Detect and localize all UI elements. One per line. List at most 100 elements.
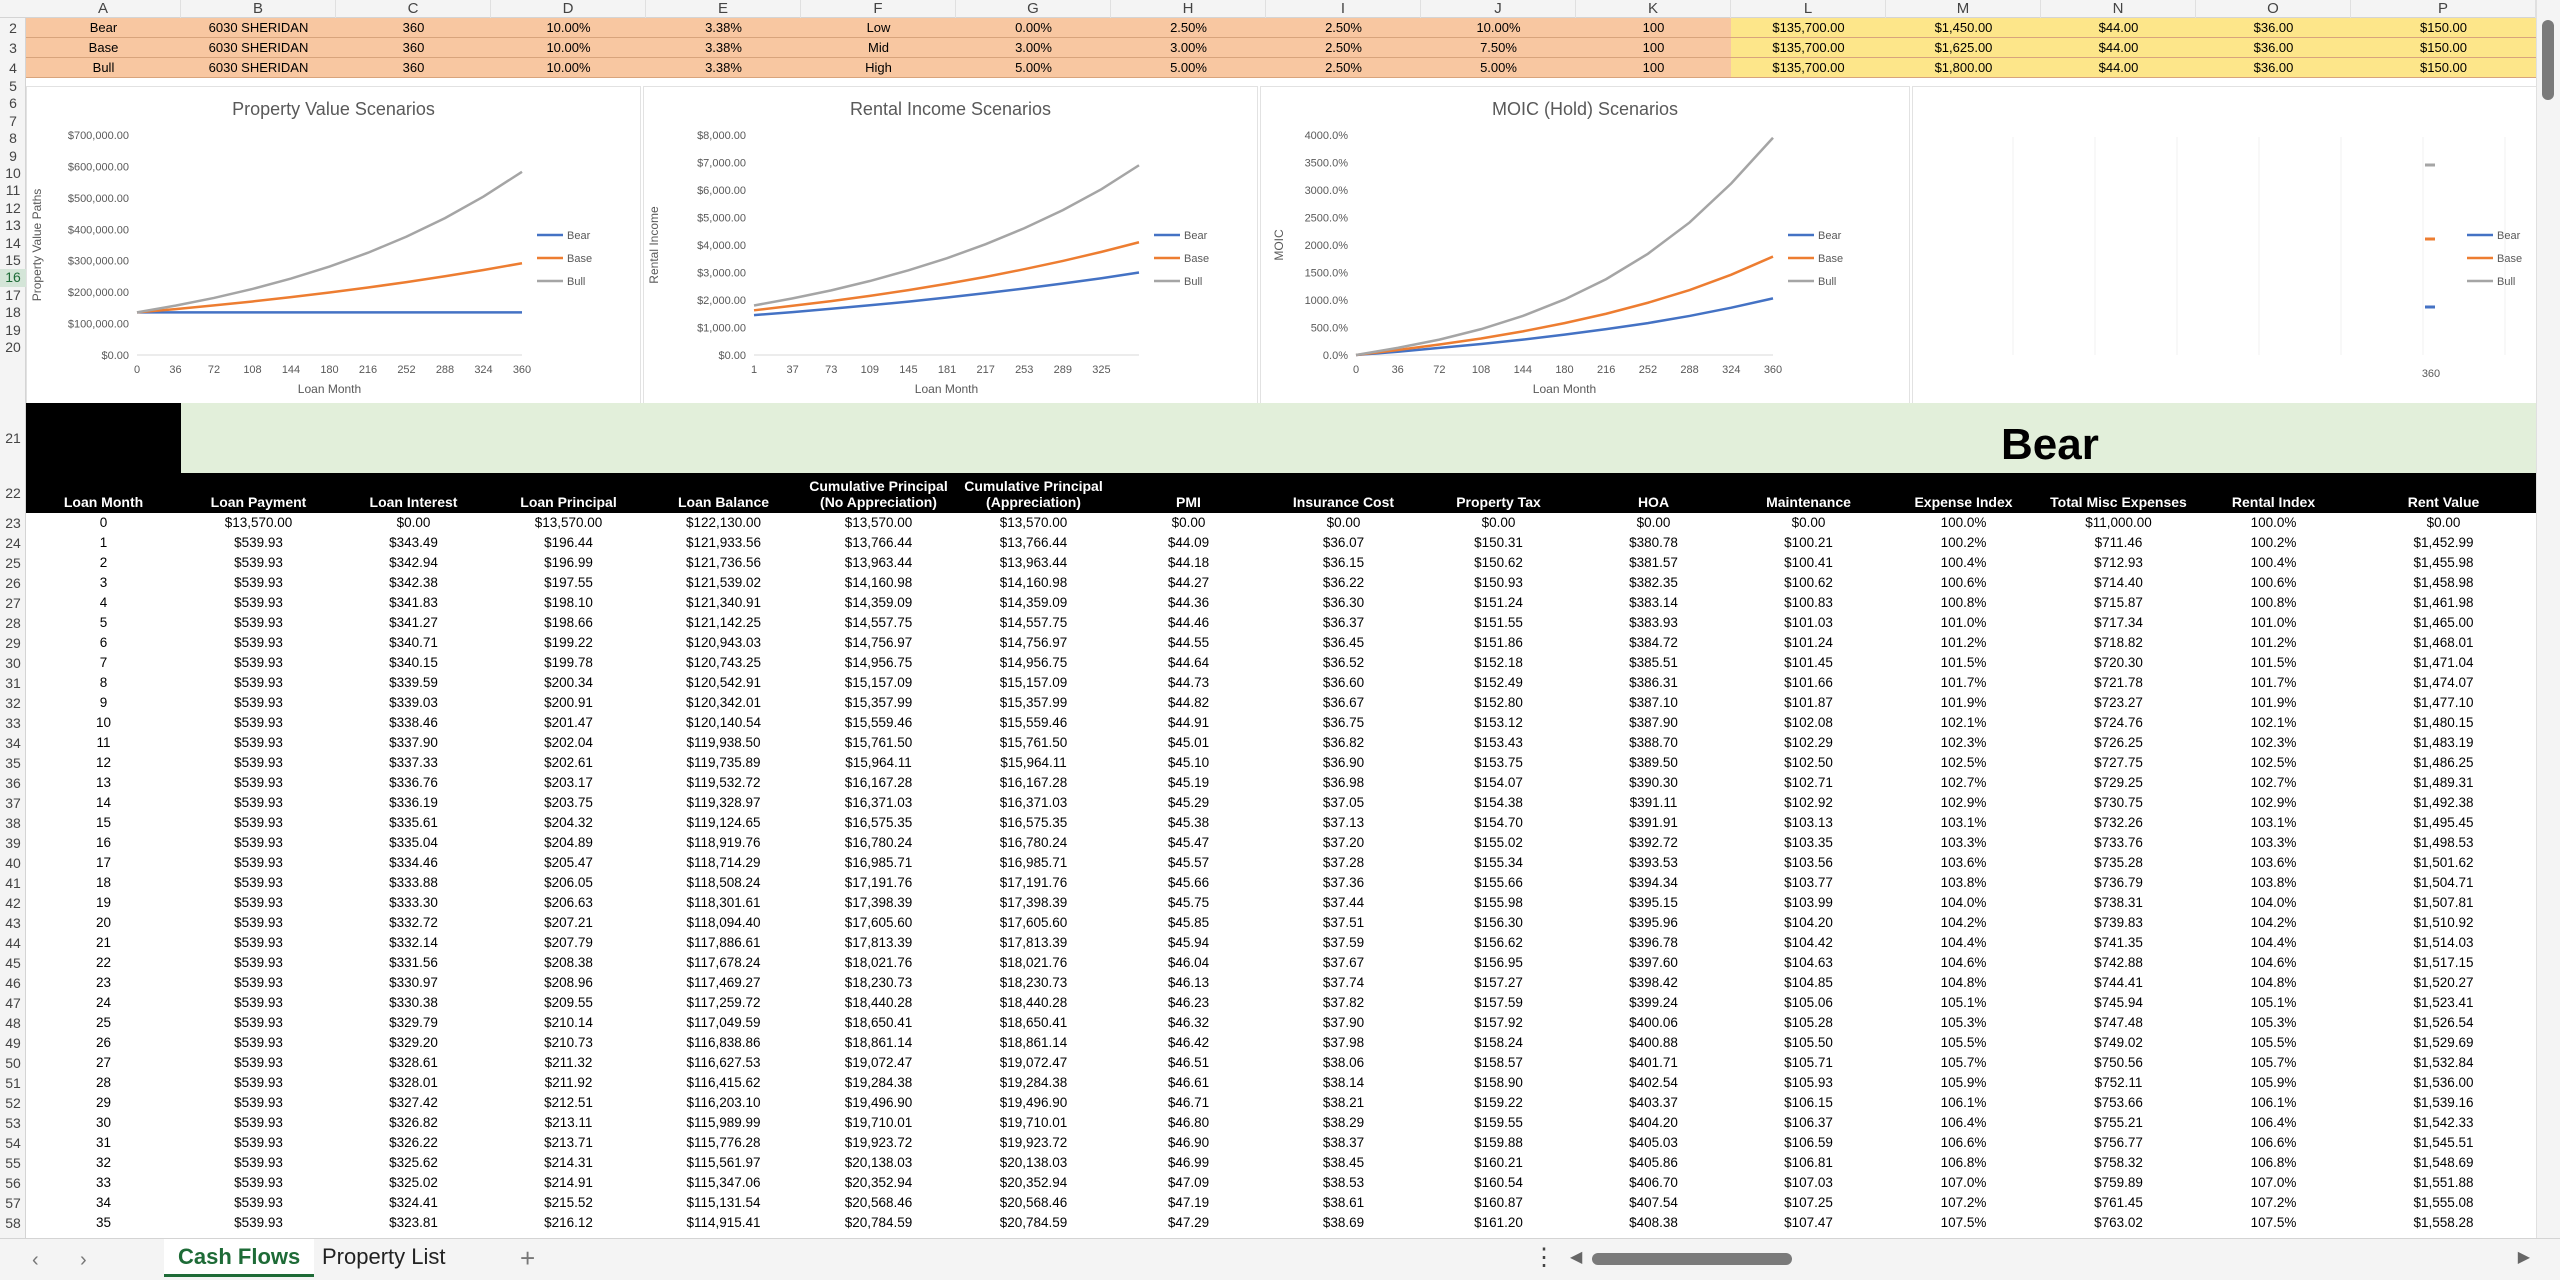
table-cell[interactable]: 22 bbox=[95, 955, 112, 970]
table-cell[interactable]: $1,455.98 bbox=[2413, 555, 2474, 570]
tab-cash-flows[interactable]: Cash Flows bbox=[164, 1239, 315, 1277]
table-cell[interactable]: $333.30 bbox=[389, 895, 438, 910]
table-cell[interactable]: $539.93 bbox=[234, 715, 283, 730]
table-cell[interactable]: $406.70 bbox=[1629, 1175, 1678, 1190]
scenario-cell[interactable]: 10.00% bbox=[1421, 18, 1576, 38]
row-header-57[interactable]: 57 bbox=[5, 1195, 21, 1211]
table-cell[interactable]: $106.59 bbox=[1784, 1135, 1833, 1150]
table-cell[interactable]: $37.28 bbox=[1322, 855, 1365, 870]
table-cell[interactable]: $36.22 bbox=[1322, 575, 1365, 590]
table-cell[interactable]: $19,496.90 bbox=[999, 1095, 1068, 1110]
table-cell[interactable]: 101.2% bbox=[1940, 635, 1987, 650]
table-cell[interactable]: $395.15 bbox=[1629, 895, 1678, 910]
table-cell[interactable]: 102.9% bbox=[1940, 795, 1987, 810]
column-header-n[interactable]: N bbox=[2041, 0, 2196, 18]
table-cell[interactable]: $36.07 bbox=[1322, 535, 1365, 550]
table-cell[interactable]: $736.79 bbox=[2094, 875, 2143, 890]
table-cell[interactable]: $403.37 bbox=[1629, 1095, 1678, 1110]
table-cell[interactable]: $405.03 bbox=[1629, 1135, 1678, 1150]
table-cell[interactable]: $159.88 bbox=[1474, 1135, 1523, 1150]
table-cell[interactable]: $102.08 bbox=[1784, 715, 1833, 730]
column-header-j[interactable]: J bbox=[1421, 0, 1576, 18]
table-cell[interactable]: $160.87 bbox=[1474, 1195, 1523, 1210]
table-cell[interactable]: $20,784.59 bbox=[999, 1215, 1068, 1230]
scenario-cell[interactable]: 2.50% bbox=[1266, 58, 1421, 78]
table-cell[interactable]: $100.21 bbox=[1784, 535, 1833, 550]
table-cell[interactable]: 101.9% bbox=[2250, 695, 2297, 710]
table-cell[interactable]: $17,191.76 bbox=[844, 875, 913, 890]
table-cell[interactable]: $19,923.72 bbox=[844, 1135, 913, 1150]
table-cell[interactable]: $16,780.24 bbox=[999, 835, 1068, 850]
table-cell[interactable]: $101.45 bbox=[1784, 655, 1833, 670]
table-cell[interactable]: $404.20 bbox=[1629, 1115, 1678, 1130]
table-cell[interactable]: $37.05 bbox=[1322, 795, 1365, 810]
table-cell[interactable]: $1,548.69 bbox=[2413, 1155, 2474, 1170]
table-cell[interactable]: $37.51 bbox=[1322, 915, 1365, 930]
row-header-22[interactable]: 22 bbox=[5, 485, 21, 501]
table-cell[interactable]: $1,483.19 bbox=[2413, 735, 2474, 750]
table-cell[interactable]: $19,923.72 bbox=[999, 1135, 1068, 1150]
table-cell[interactable]: $328.61 bbox=[389, 1055, 438, 1070]
table-cell[interactable]: $204.32 bbox=[544, 815, 593, 830]
table-cell[interactable]: $720.30 bbox=[2094, 655, 2143, 670]
table-cell[interactable]: $38.61 bbox=[1322, 1195, 1365, 1210]
table-cell[interactable]: $119,532.72 bbox=[686, 775, 761, 790]
table-cell[interactable]: 1 bbox=[99, 535, 108, 550]
table-cell[interactable]: 100.0% bbox=[2250, 515, 2297, 530]
table-cell[interactable]: $121,736.56 bbox=[685, 555, 762, 570]
table-cell[interactable]: $1,471.04 bbox=[2413, 655, 2474, 670]
table-cell[interactable]: $17,191.76 bbox=[999, 875, 1068, 890]
table-cell[interactable]: $118,508.24 bbox=[686, 875, 761, 890]
table-cell[interactable]: $118,919.76 bbox=[686, 835, 761, 850]
table-cell[interactable]: $726.25 bbox=[2094, 735, 2143, 750]
scenario-cell[interactable]: 100 bbox=[1576, 18, 1731, 38]
table-cell[interactable]: $155.98 bbox=[1474, 895, 1523, 910]
table-cell[interactable]: $196.99 bbox=[544, 555, 593, 570]
table-cell[interactable]: $342.94 bbox=[389, 555, 438, 570]
table-cell[interactable]: $18,650.41 bbox=[844, 1015, 913, 1030]
table-cell[interactable]: 26 bbox=[95, 1035, 112, 1050]
table-cell[interactable]: $46.90 bbox=[1167, 1135, 1210, 1150]
table-cell[interactable]: 103.6% bbox=[1940, 855, 1987, 870]
table-cell[interactable]: $20,568.46 bbox=[844, 1195, 913, 1210]
table-cell[interactable]: $103.56 bbox=[1784, 855, 1833, 870]
table-cell[interactable]: $45.75 bbox=[1167, 895, 1210, 910]
table-cell[interactable]: $14,359.09 bbox=[844, 595, 913, 610]
table-cell[interactable]: $115,561.97 bbox=[686, 1155, 761, 1170]
table-cell[interactable]: $36.90 bbox=[1322, 755, 1365, 770]
row-header-55[interactable]: 55 bbox=[5, 1155, 21, 1171]
table-cell[interactable]: $395.96 bbox=[1629, 915, 1678, 930]
table-cell[interactable]: $198.66 bbox=[544, 615, 593, 630]
table-cell[interactable]: 105.7% bbox=[1940, 1055, 1987, 1070]
column-header-m[interactable]: M bbox=[1886, 0, 2041, 18]
table-cell[interactable]: $203.17 bbox=[544, 775, 593, 790]
row-header-48[interactable]: 48 bbox=[5, 1015, 21, 1031]
table-cell[interactable]: $115,347.06 bbox=[686, 1175, 761, 1190]
table-cell[interactable]: 107.2% bbox=[1940, 1195, 1987, 1210]
table-cell[interactable]: $400.06 bbox=[1629, 1015, 1678, 1030]
table-cell[interactable]: $20,352.94 bbox=[844, 1175, 913, 1190]
row-header-21[interactable]: 21 bbox=[5, 430, 21, 446]
table-cell[interactable]: $18,861.14 bbox=[999, 1035, 1068, 1050]
table-cell[interactable]: $38.21 bbox=[1322, 1095, 1365, 1110]
table-cell[interactable]: $539.93 bbox=[234, 555, 283, 570]
table-cell[interactable]: $16,985.71 bbox=[844, 855, 913, 870]
table-cell[interactable]: $759.89 bbox=[2094, 1175, 2143, 1190]
table-cell[interactable]: $119,124.65 bbox=[686, 815, 761, 830]
table-cell[interactable]: $0.00 bbox=[1636, 515, 1671, 530]
table-cell[interactable]: $119,735.89 bbox=[686, 755, 761, 770]
scenario-cell[interactable]: 3.38% bbox=[646, 38, 801, 58]
table-cell[interactable]: 102.9% bbox=[2250, 795, 2297, 810]
table-cell[interactable]: $13,570.00 bbox=[224, 515, 293, 530]
row-header-33[interactable]: 33 bbox=[5, 715, 21, 731]
row-header-44[interactable]: 44 bbox=[5, 935, 21, 951]
scenario-cell[interactable]: 100 bbox=[1576, 38, 1731, 58]
table-cell[interactable]: $45.10 bbox=[1167, 755, 1210, 770]
scenario-cell[interactable]: Mid bbox=[801, 38, 956, 58]
chart-2[interactable]: Rental Income Scenarios $0.00 $1,000.00 $2,… bbox=[643, 86, 1258, 419]
table-cell[interactable]: $724.76 bbox=[2094, 715, 2143, 730]
column-header-o[interactable]: O bbox=[2196, 0, 2351, 18]
table-cell[interactable]: $152.18 bbox=[1474, 655, 1523, 670]
table-cell[interactable]: $45.38 bbox=[1167, 815, 1210, 830]
table-cell[interactable]: $104.85 bbox=[1784, 975, 1833, 990]
